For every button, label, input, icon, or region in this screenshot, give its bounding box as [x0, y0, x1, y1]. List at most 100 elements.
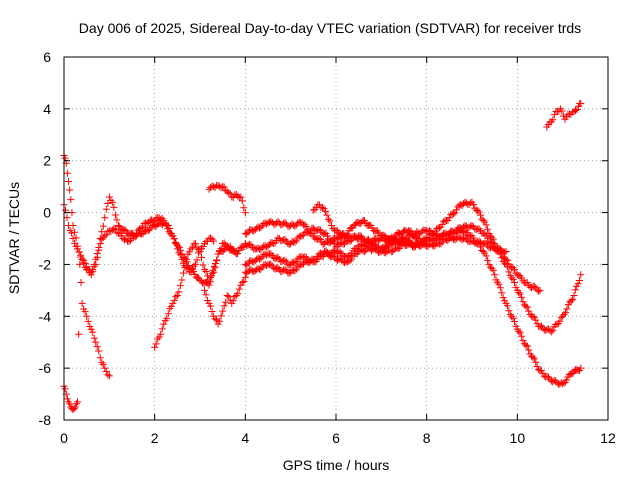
x-tick-label: 4 [241, 430, 249, 446]
data-point-interp [516, 329, 524, 337]
data-point [423, 240, 431, 248]
data-point-interp [441, 235, 449, 243]
data-point-interp [324, 215, 332, 223]
y-tick-label: 4 [43, 101, 51, 117]
data-point [78, 255, 86, 263]
data-point-interp [532, 358, 540, 366]
data-point-interp [484, 256, 492, 264]
data-point [205, 235, 213, 242]
data-point-interp [102, 205, 110, 213]
data-point-interp [70, 405, 78, 413]
data-point-interp [172, 293, 180, 301]
data-point [502, 247, 510, 255]
data-point-interp [318, 228, 326, 236]
data-point [151, 343, 159, 351]
data-point-interp [267, 260, 275, 268]
data-point-interp [213, 257, 221, 265]
data-point [570, 292, 578, 300]
data-point-interp [558, 107, 566, 115]
data-point-interp [254, 223, 262, 231]
data-point [169, 232, 177, 240]
data-point-interp [530, 355, 538, 363]
data-point [411, 240, 419, 248]
data-point-interp [198, 254, 206, 262]
data-point [123, 237, 131, 245]
data-point-interp [475, 237, 483, 245]
data-point-interp [335, 255, 343, 263]
data-point-interp [102, 231, 110, 239]
data-point [67, 196, 75, 204]
data-point-interp [509, 314, 517, 322]
data-point-interp [346, 257, 354, 265]
x-tick-label: 6 [332, 430, 340, 446]
data-point-interp [235, 285, 243, 293]
chart-title: Day 006 of 2025, Sidereal Day-to-day VTE… [79, 20, 581, 36]
data-point-interp [170, 297, 178, 305]
data-point-interp [95, 347, 103, 355]
data-point-interp [535, 287, 543, 295]
data-point [241, 268, 249, 276]
data-point-interp [63, 395, 71, 403]
data-point-interp [533, 363, 541, 371]
data-point-interp [176, 282, 184, 290]
data-point-interp [505, 307, 513, 315]
y-tick-label: -4 [39, 308, 52, 324]
data-point-interp [113, 216, 121, 224]
data-point-interp [556, 317, 564, 325]
data-point-interp [238, 197, 246, 205]
data-point [232, 292, 240, 300]
data-point [223, 188, 231, 196]
data-point-interp [167, 302, 175, 310]
data-point [65, 222, 73, 230]
data-point [105, 227, 113, 235]
data-point-interp [81, 259, 89, 267]
data-point-interp [424, 234, 432, 242]
data-point-interp [131, 232, 139, 240]
data-point-interp [474, 207, 482, 215]
data-point-interp [199, 261, 207, 269]
data-point [219, 307, 227, 315]
data-point-interp [344, 230, 352, 238]
data-point-interp [477, 211, 484, 219]
data-point-interp [484, 225, 492, 233]
y-tick-label: 6 [43, 49, 51, 65]
series-trace-g [241, 217, 585, 336]
data-point-interp [512, 283, 520, 291]
data-point-interp [569, 296, 577, 304]
data-point-interp [250, 258, 258, 266]
data-point-interp [104, 371, 112, 379]
data-point-interp [225, 243, 233, 251]
data-point-interp [229, 297, 237, 305]
data-point-interp [222, 298, 230, 306]
data-point-interp [452, 206, 460, 214]
data-point [182, 255, 190, 263]
data-point-interp [515, 288, 523, 296]
data-point-interp [204, 272, 212, 280]
data-point-interp [499, 294, 507, 302]
data-point-interp [99, 222, 107, 230]
data-point-interp [503, 256, 511, 264]
data-point-interp [489, 235, 497, 243]
data-point-interp [523, 342, 531, 350]
data-point-interp [113, 229, 121, 237]
data-point [479, 247, 487, 255]
data-point-interp [148, 216, 156, 224]
data-point-interp [450, 210, 458, 218]
data-point-interp [202, 268, 210, 276]
data-point-interp [210, 262, 218, 270]
data-point-interp [240, 277, 248, 285]
data-point-interp [469, 201, 477, 209]
data-point-interp [530, 282, 538, 290]
data-point-interp [102, 367, 110, 375]
data-point [577, 364, 585, 372]
data-point [219, 240, 227, 248]
data-point-interp [529, 353, 537, 361]
data-point-interp [511, 266, 518, 274]
data-point-interp [89, 265, 97, 273]
data-point-interp [226, 296, 234, 304]
data-point-interp [331, 239, 339, 247]
data-point [96, 354, 104, 362]
data-point [133, 229, 141, 237]
data-point-interp [516, 290, 524, 298]
data-point-interp [550, 111, 558, 119]
